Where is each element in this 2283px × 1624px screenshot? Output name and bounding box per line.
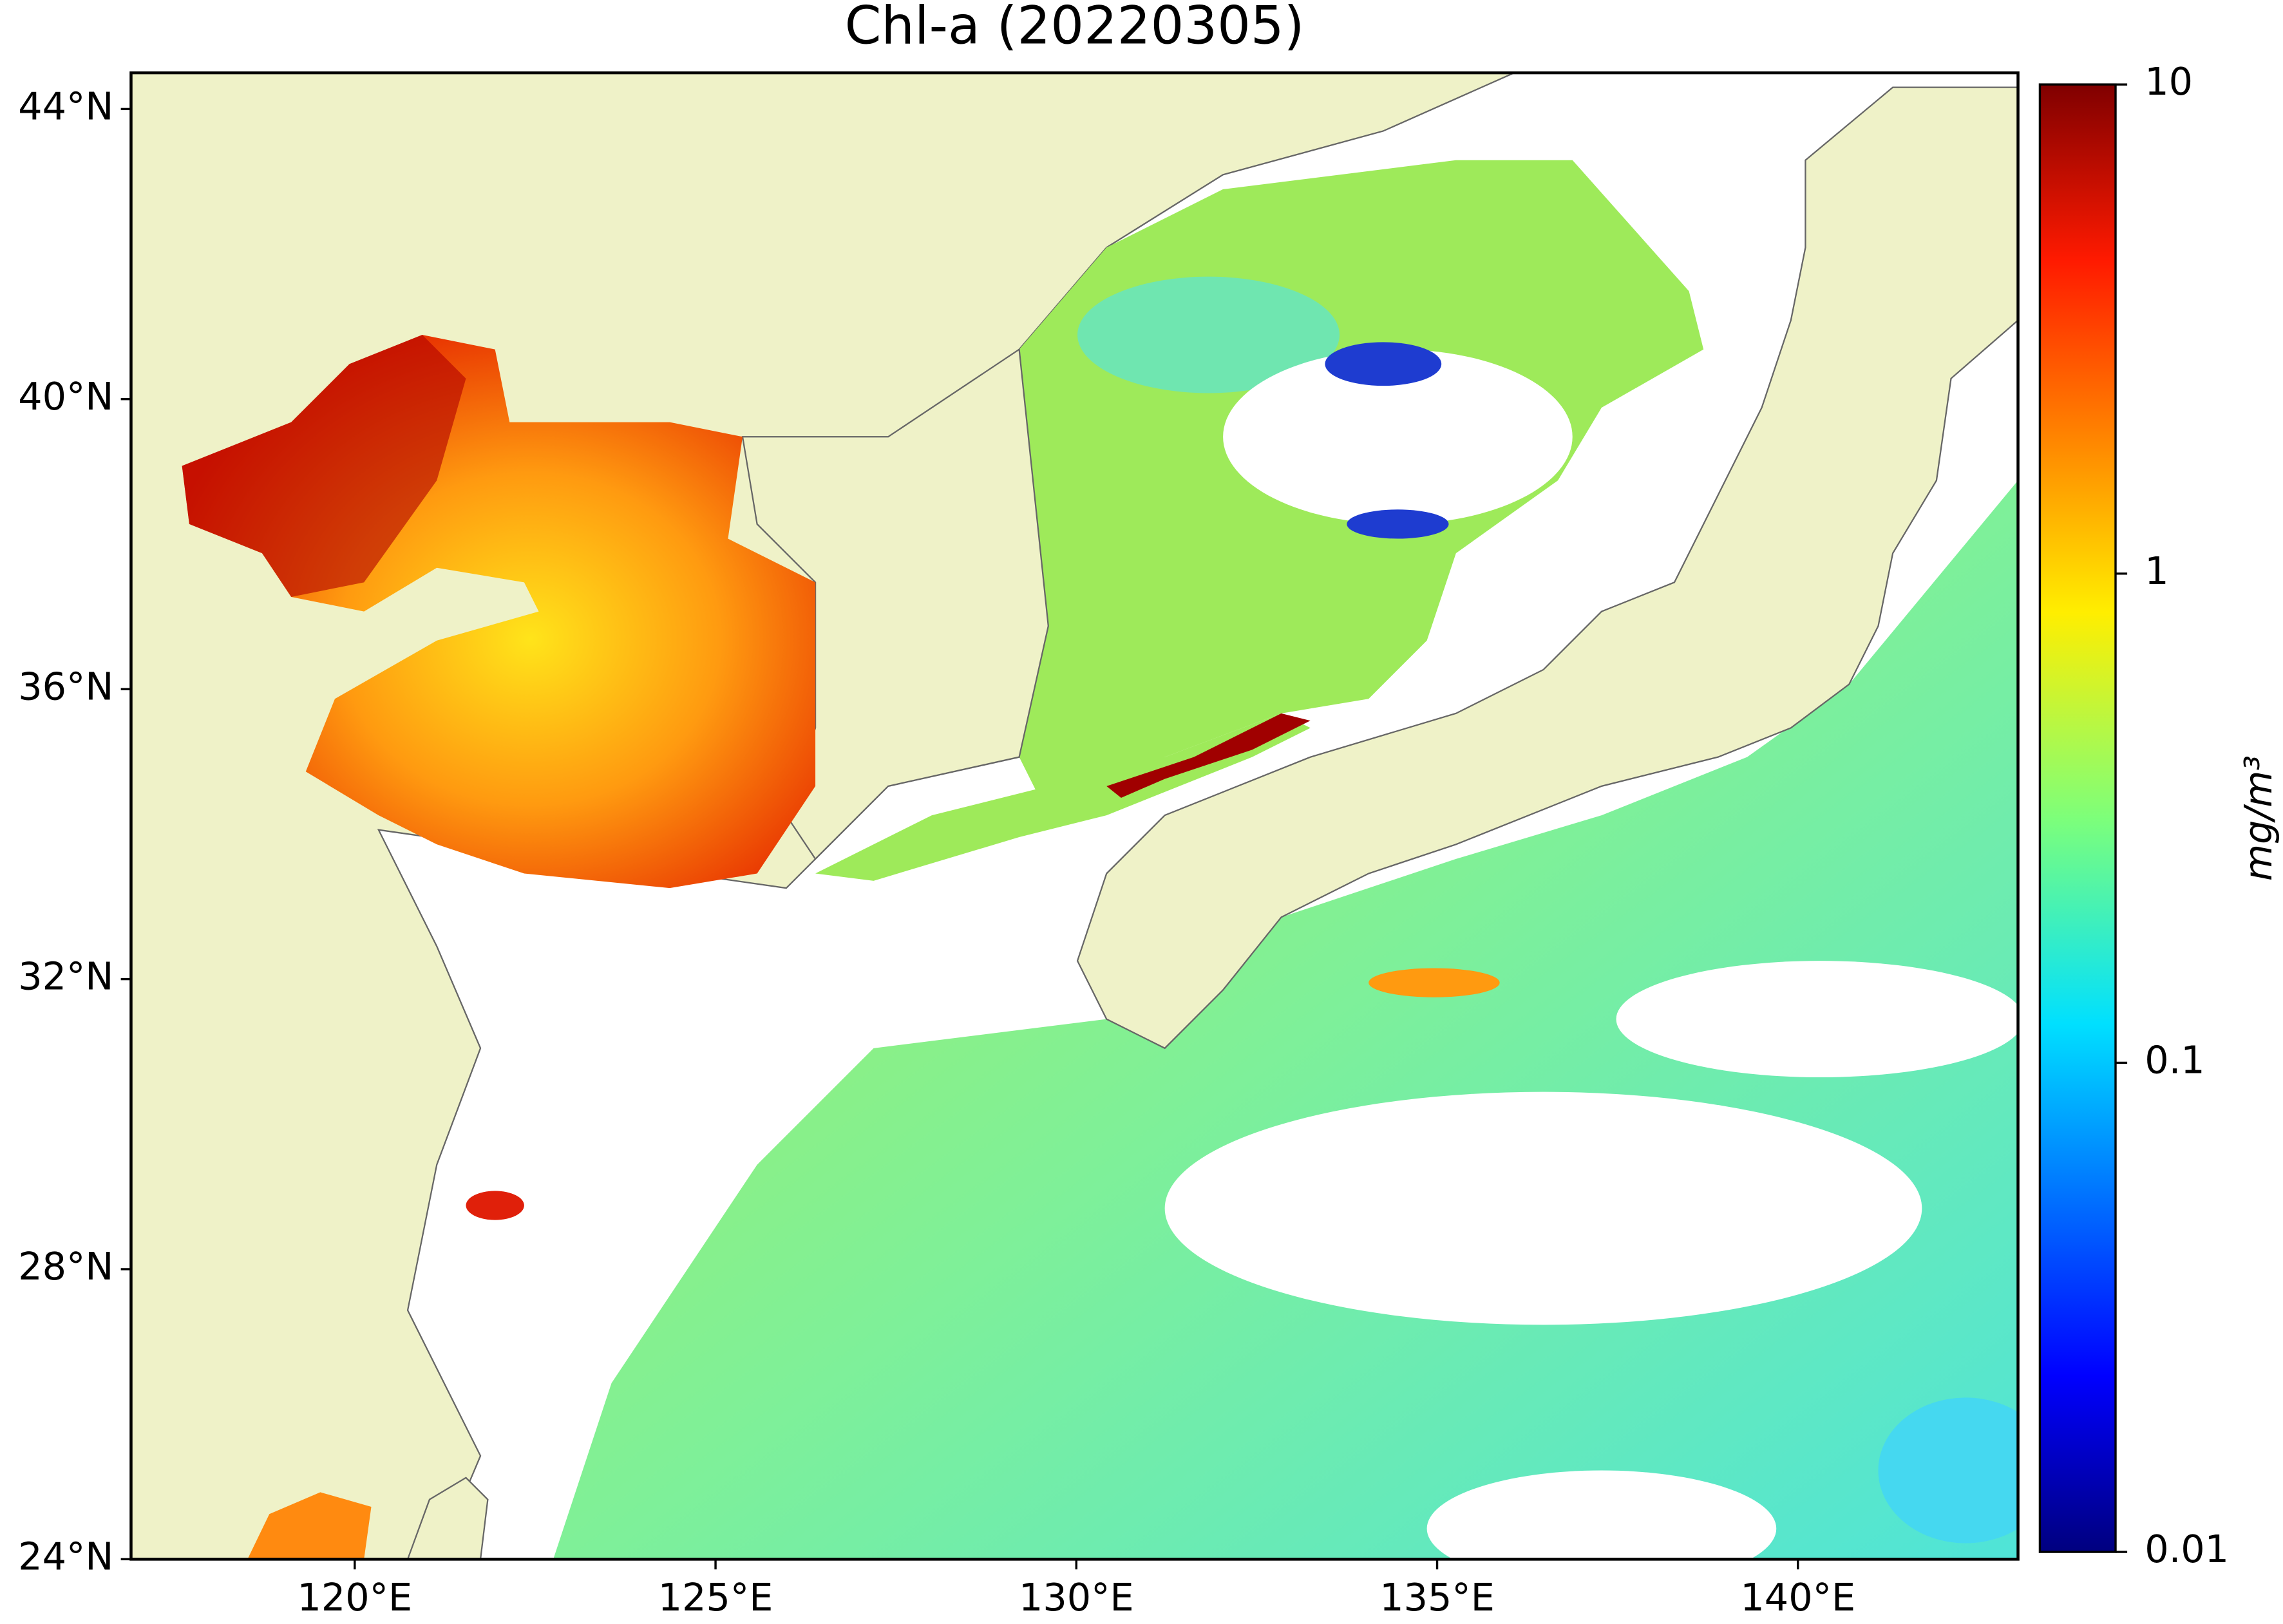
x-tick-label: 125°E: [658, 1575, 773, 1619]
y-tick-label: 40°N: [18, 374, 113, 419]
chl-coast: [1106, 713, 1311, 798]
chl-patch: [466, 1191, 524, 1220]
cloud: [1616, 961, 2018, 1078]
map-title: Chl-a (20220305): [845, 0, 1305, 57]
y-tick-label: 44°N: [18, 84, 113, 128]
map-frame: [129, 71, 2020, 1561]
y-tick-label: 36°N: [18, 664, 113, 708]
x-tick-label: 140°E: [1740, 1575, 1855, 1619]
japan: [1076, 86, 2018, 1050]
chl-patch: [1347, 509, 1449, 539]
colorbar: [2038, 83, 2117, 1553]
chl-patch: [1325, 342, 1442, 386]
x-tick-label: 135°E: [1379, 1575, 1495, 1619]
y-tick-label: 24°N: [18, 1534, 113, 1578]
colorbar-tick-label: 0.1: [2145, 1038, 2204, 1082]
y-tick-label: 28°N: [18, 1244, 113, 1289]
map-area: [131, 73, 2018, 1560]
taiwan: [406, 1477, 489, 1560]
cloud: [1426, 1470, 1777, 1560]
cloud: [1164, 1091, 1922, 1325]
chl-korea-strait: [815, 713, 1311, 881]
cloud: [1223, 349, 1573, 524]
colorbar-tick-label: 10: [2145, 59, 2193, 104]
chl-taiwan-strait: [247, 1492, 372, 1560]
y-tick-label: 32°N: [18, 954, 113, 999]
chl-patch: [1369, 968, 1500, 997]
chl-bohai: [182, 335, 466, 597]
colorbar-tick-label: 0.01: [2145, 1527, 2229, 1571]
chl-patch: [1077, 276, 1340, 393]
x-tick-label: 130°E: [1019, 1575, 1134, 1619]
x-tick-label: 120°E: [297, 1575, 412, 1619]
colorbar-tick-label: 1: [2145, 549, 2168, 593]
korea: [741, 348, 1049, 860]
colorbar-label: mg/m³: [2236, 755, 2280, 881]
chl-patch: [1878, 1397, 2018, 1544]
